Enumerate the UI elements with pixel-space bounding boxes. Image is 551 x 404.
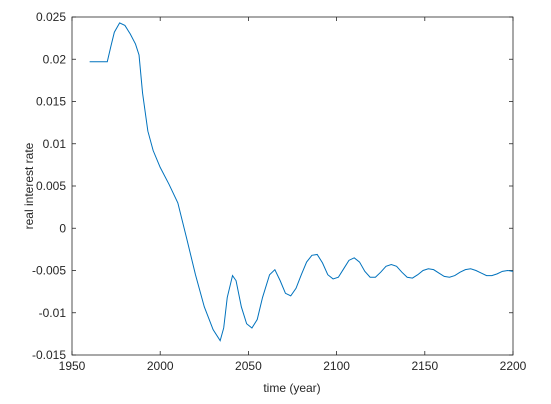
y-tick-label: 0.005 (36, 179, 66, 193)
x-axis-label: time (year) (263, 381, 320, 395)
y-tick-label: 0.01 (43, 137, 67, 151)
data-line (89, 22, 514, 342)
y-tick-label: 0.02 (43, 52, 67, 66)
y-tick-label: -0.015 (32, 348, 66, 362)
x-tick-label: 2150 (411, 359, 438, 373)
x-tick-label: 2200 (500, 359, 527, 373)
x-tick-label: 2050 (235, 359, 262, 373)
x-tick-label: 2100 (323, 359, 350, 373)
y-tick-label: -0.01 (39, 306, 67, 320)
plot-box (71, 16, 514, 356)
y-axis-label: real interest rate (22, 142, 36, 229)
y-tick-label: 0.025 (36, 10, 66, 24)
y-tick-label: 0 (59, 221, 66, 235)
x-tick-label: 2000 (147, 359, 174, 373)
y-tick-label: 0.015 (36, 95, 66, 109)
x-tick-label: 1950 (59, 359, 86, 373)
y-tick-label: -0.005 (32, 264, 66, 278)
